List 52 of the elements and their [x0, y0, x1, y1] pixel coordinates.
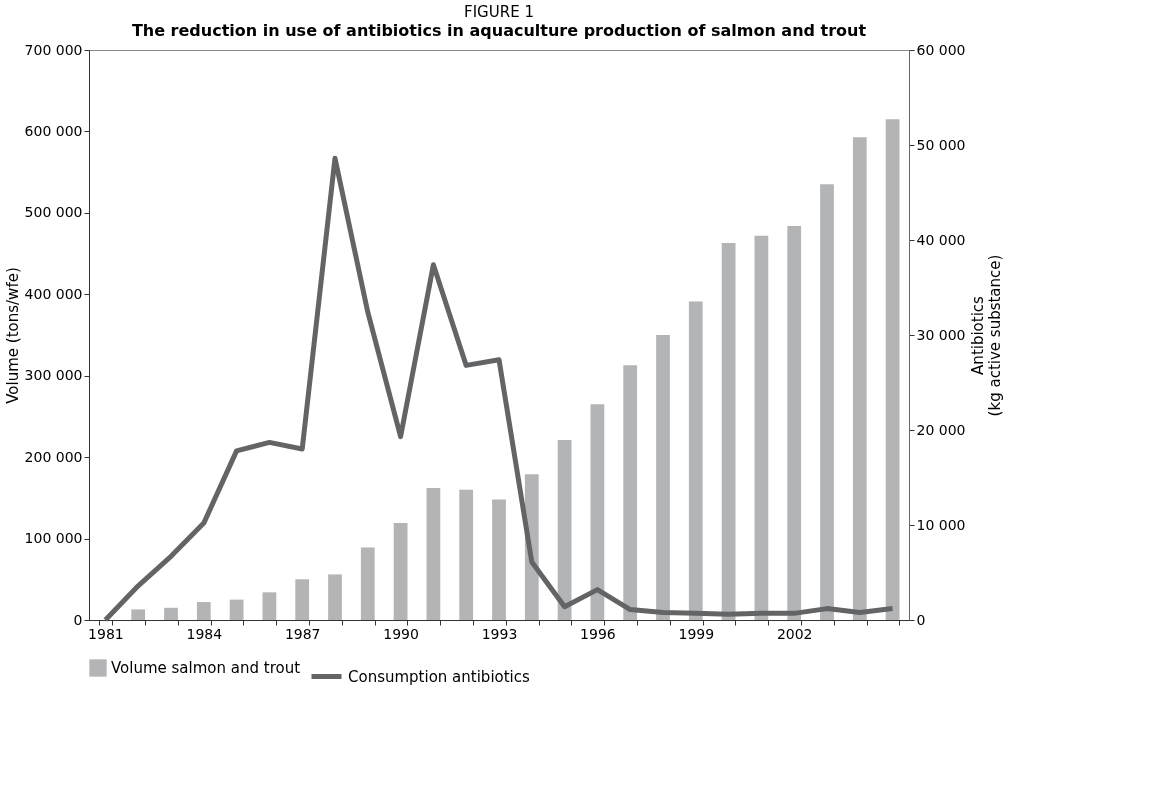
bar [262, 592, 277, 620]
y-tick-label: 100 000 [24, 530, 83, 547]
y2-tick-label: 0 [916, 611, 926, 628]
y-tick-label: 200 000 [24, 448, 83, 465]
x-tick-label: 1990 [383, 625, 419, 642]
x-tick-label: 1984 [186, 625, 223, 642]
x-tick-label: 1993 [481, 625, 518, 642]
bar [426, 488, 441, 620]
chart-subtitle: The reduction in use of antibiotics in aquaculture production of salmon and trout [131, 21, 867, 40]
y-tick-label: 400 000 [24, 285, 83, 302]
bar [688, 301, 703, 620]
x-tick-label: 2002 [776, 625, 813, 642]
y-tick-label: 500 000 [24, 204, 83, 221]
bar [885, 119, 900, 620]
bar [393, 523, 408, 620]
y2-tick-label: 40 000 [916, 231, 966, 248]
bar [721, 242, 736, 620]
legend-label: Volume salmon and trout [111, 659, 301, 677]
bar [820, 184, 834, 620]
bar [229, 599, 244, 620]
bar [754, 235, 769, 620]
y-tick-label: 700 000 [24, 41, 83, 58]
bar [852, 137, 867, 620]
y-tick-label: 600 000 [24, 122, 83, 139]
y2-tick-label: 20 000 [916, 421, 966, 438]
x-tick-label: 1981 [88, 625, 124, 642]
y2-tick-label: 30 000 [916, 326, 966, 343]
bar [164, 607, 178, 620]
bar [787, 225, 802, 620]
bar [590, 404, 605, 620]
bar [131, 609, 146, 620]
bar [492, 499, 506, 620]
y-tick-label: 300 000 [24, 367, 83, 384]
bar [557, 440, 572, 620]
x-tick-label: 1987 [284, 625, 321, 642]
legend-label: Consumption antibiotics [348, 667, 531, 686]
bar [459, 489, 474, 620]
y-tick-label: 0 [73, 611, 83, 628]
y2-tick-label: 60 000 [916, 41, 966, 58]
x-tick-label: 1999 [678, 625, 715, 642]
bar [295, 579, 310, 620]
bar [656, 335, 670, 620]
y2-axis-title: Antibiotics (kg active substance) [969, 254, 1005, 417]
bar [328, 574, 342, 620]
bar [360, 547, 375, 620]
bar [196, 602, 211, 620]
y-axis-title: Volume (tons/wfe) [3, 267, 22, 404]
x-tick-label: 1996 [580, 625, 616, 642]
chart-title: FIGURE 1 [464, 3, 534, 21]
y2-tick-label: 10 000 [916, 516, 966, 533]
y2-tick-label: 50 000 [916, 136, 966, 153]
bar [623, 365, 638, 620]
